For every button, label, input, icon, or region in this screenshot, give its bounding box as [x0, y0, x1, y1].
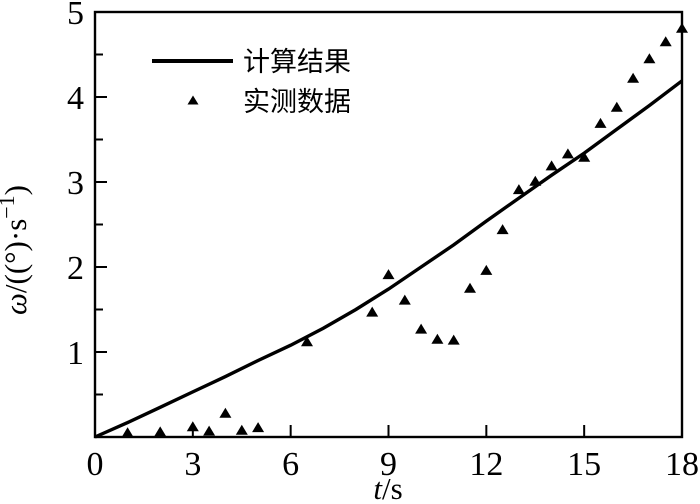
- legend-label-calculated: 计算结果: [243, 47, 351, 78]
- x-tick-label: 15: [567, 446, 601, 483]
- data-point-triangle: [301, 336, 313, 347]
- data-point-triangle: [154, 426, 167, 437]
- legend: 计算结果 实测数据: [152, 47, 351, 118]
- x-axis-unit: /s: [382, 471, 403, 504]
- data-point-triangle: [594, 117, 607, 128]
- data-point-triangle: [610, 101, 623, 112]
- y-tick-label: 1: [67, 335, 84, 372]
- x-tick-label: 0: [87, 446, 104, 483]
- x-axis-title: t/s: [373, 471, 402, 504]
- x-tick-label: 9: [380, 446, 397, 483]
- legend-triangle-marker: [187, 95, 199, 105]
- data-point-triangle: [659, 36, 672, 47]
- data-point-triangle: [643, 53, 656, 64]
- data-point-triangle: [121, 427, 134, 438]
- y-axis-superscript: −1: [0, 195, 19, 218]
- data-point-triangle: [627, 72, 640, 83]
- data-point-triangle: [578, 151, 591, 162]
- y-axis-title: ω/((°)·s−1): [0, 185, 33, 315]
- x-tick-label: 12: [469, 446, 503, 483]
- data-point-triangle: [219, 407, 232, 418]
- x-tick-label: 18: [665, 446, 699, 483]
- y-axis-unit-a: /((°)·s: [0, 219, 33, 293]
- data-point-triangle: [512, 184, 525, 195]
- data-point-triangle: [431, 333, 444, 344]
- data-point-triangle: [447, 334, 460, 345]
- data-point-triangle: [545, 160, 558, 171]
- x-tick-label: 3: [184, 446, 201, 483]
- y-tick-label: 2: [67, 250, 84, 287]
- data-point-triangle: [252, 422, 265, 433]
- x-tick-label: 6: [282, 446, 299, 483]
- y-tick-label: 3: [67, 165, 84, 202]
- data-point-triangle: [415, 323, 428, 334]
- data-point-triangle: [480, 264, 493, 275]
- legend-label-measured: 实测数据: [243, 87, 351, 118]
- calculated-results-curve: [94, 79, 684, 439]
- data-point-triangle: [186, 421, 199, 432]
- data-point-triangle: [382, 269, 395, 280]
- y-axis-unit-b: ): [0, 185, 33, 195]
- data-point-triangle: [235, 424, 248, 435]
- data-point-triangle: [496, 224, 509, 235]
- y-tick-label: 5: [67, 0, 84, 32]
- x-axis-symbol: t: [373, 471, 383, 504]
- plot-frame: [93, 10, 684, 439]
- data-point-triangle: [464, 282, 476, 293]
- data-point-triangle: [203, 425, 216, 436]
- data-point-triangle: [398, 294, 411, 305]
- data-point-triangle: [676, 22, 688, 33]
- axis-ticks: [94, 11, 683, 437]
- data-point-triangle: [561, 148, 574, 159]
- measured-data-points: [121, 22, 688, 438]
- data-point-triangle: [529, 175, 542, 186]
- y-axis-symbol: ω: [0, 293, 33, 315]
- y-tick-label: 4: [67, 80, 84, 117]
- data-point-triangle: [366, 306, 379, 317]
